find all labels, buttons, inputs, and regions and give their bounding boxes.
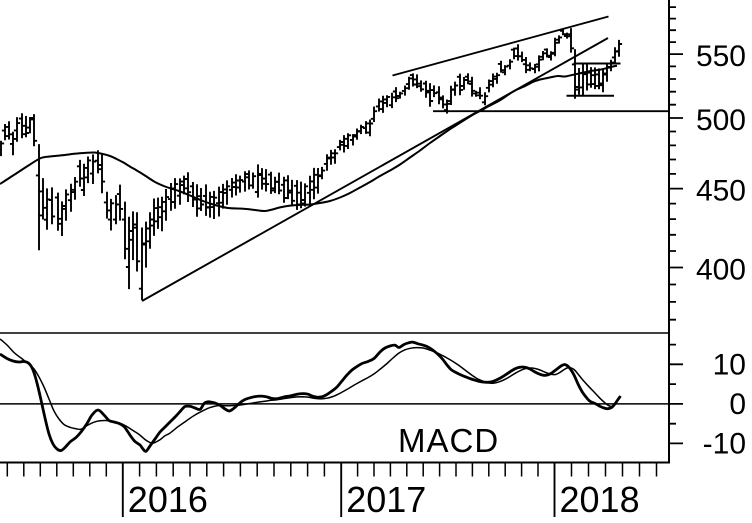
svg-text:2017: 2017 — [346, 479, 426, 518]
svg-text:-10: -10 — [703, 427, 746, 460]
svg-text:2016: 2016 — [128, 479, 208, 518]
svg-text:0: 0 — [729, 388, 746, 421]
svg-text:500: 500 — [696, 104, 746, 137]
svg-text:450: 450 — [696, 175, 746, 208]
svg-text:MACD: MACD — [398, 422, 499, 459]
svg-text:10: 10 — [713, 348, 746, 381]
svg-text:2018: 2018 — [560, 479, 640, 518]
svg-text:550: 550 — [696, 40, 746, 73]
svg-text:400: 400 — [696, 254, 746, 287]
